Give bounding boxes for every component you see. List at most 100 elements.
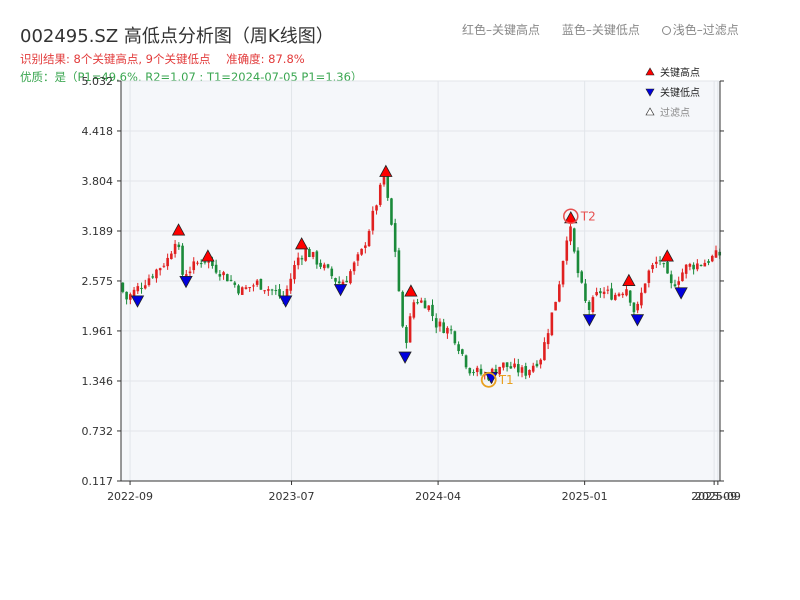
candle-body <box>158 268 162 271</box>
candle-body <box>651 264 654 270</box>
candle-body <box>528 369 531 376</box>
candle-body <box>151 276 155 278</box>
candle-body <box>196 262 199 264</box>
candle-body <box>569 226 572 242</box>
candle-body <box>584 283 587 301</box>
candle-body <box>655 261 658 264</box>
x-tick-label: 2024-04 <box>415 490 461 503</box>
candle-body <box>352 262 356 272</box>
candles <box>121 172 722 384</box>
chart-title: 002495.SZ 高低点分析图（周K线图） <box>20 26 334 47</box>
candle-body <box>173 243 177 254</box>
candle-body <box>248 287 251 289</box>
candle-body <box>707 261 710 263</box>
top-legend-filtered: 浅色–过滤点 <box>661 23 739 37</box>
key-point-markers <box>130 164 688 385</box>
candle-body <box>214 264 218 273</box>
candle-body <box>345 280 348 283</box>
candle-body <box>367 231 371 247</box>
x-tick-label: 2025-09 <box>691 490 737 503</box>
candle-body <box>259 278 263 290</box>
candle-body <box>617 293 621 296</box>
candle-body <box>673 284 677 287</box>
candle-body <box>140 287 143 289</box>
candle-body <box>147 278 151 286</box>
candle-body <box>699 265 703 267</box>
top-legend-low: 蓝色–关键低点 <box>561 23 640 37</box>
candle-body <box>386 175 390 198</box>
candle-body <box>203 261 207 263</box>
candle-body <box>296 257 300 266</box>
candle-body <box>591 297 595 313</box>
candle-body <box>662 263 666 265</box>
x-tick-label: 2025-09 <box>695 490 741 503</box>
candle-body <box>710 255 714 262</box>
key-high-marker <box>660 249 674 262</box>
candle-body <box>427 305 431 310</box>
candle-body <box>453 331 457 344</box>
key-high-marker <box>622 273 636 286</box>
candle-body <box>199 263 203 265</box>
candle-body <box>658 260 662 262</box>
candle-body <box>393 223 397 252</box>
candle-body <box>643 283 647 293</box>
x-tick-label: 2023-07 <box>269 490 315 503</box>
candle-body <box>461 349 464 354</box>
key-high-marker <box>201 249 215 262</box>
candle-body <box>457 344 460 352</box>
candle-body <box>192 261 196 271</box>
candle-body <box>121 282 125 292</box>
y-tick-label: 0.732 <box>82 425 114 438</box>
candle-body <box>237 285 240 294</box>
result-accuracy: 准确度: 87.8% <box>226 52 305 66</box>
t1-label: T1 <box>498 373 514 387</box>
candle-body <box>226 274 229 282</box>
candle-body <box>513 363 516 368</box>
candle-body <box>408 316 412 343</box>
candle-body <box>524 366 528 376</box>
key-high-marker <box>404 284 418 297</box>
candle-body <box>677 281 680 285</box>
candle-body <box>669 274 673 284</box>
candle-body <box>323 264 326 269</box>
candle-body <box>401 291 404 327</box>
candle-body <box>606 289 610 291</box>
candle-body <box>263 290 266 292</box>
candle-body <box>244 287 248 289</box>
candle-body <box>464 355 468 368</box>
candle-body <box>446 327 449 334</box>
y-tick-label: 4.418 <box>82 125 114 138</box>
candle-body <box>587 301 591 310</box>
candle-body <box>516 364 520 373</box>
candle-body <box>166 257 169 267</box>
candle-body <box>599 291 602 294</box>
candle-body <box>371 210 375 231</box>
key-low-marker <box>398 351 412 364</box>
candle-body <box>610 288 613 300</box>
candle-body <box>155 269 158 279</box>
candle-body <box>632 302 636 313</box>
candle-body <box>543 342 546 361</box>
top-legend: 红色–关键高点 蓝色–关键低点 浅色–过滤点 <box>462 21 757 38</box>
legend-label: 关键高点 <box>660 66 700 79</box>
candle-body <box>561 260 565 285</box>
candle-body <box>558 284 561 302</box>
candle-body <box>188 271 192 274</box>
candle-body <box>431 304 434 317</box>
candle-body <box>390 198 393 225</box>
candle-body <box>640 292 643 306</box>
candle-body <box>311 252 315 257</box>
key-low-marker <box>278 295 293 308</box>
candle-body <box>550 312 554 336</box>
candle-body <box>375 205 378 211</box>
key-low-marker <box>130 295 145 308</box>
candle-body <box>703 262 707 267</box>
candle-body <box>252 285 255 287</box>
candle-body <box>181 245 184 275</box>
candle-body <box>274 290 278 292</box>
hollow-circle-icon <box>661 26 671 35</box>
candle-body <box>434 318 438 328</box>
candle-body <box>315 251 319 265</box>
candle-body <box>647 270 651 283</box>
candle-body <box>349 271 352 284</box>
